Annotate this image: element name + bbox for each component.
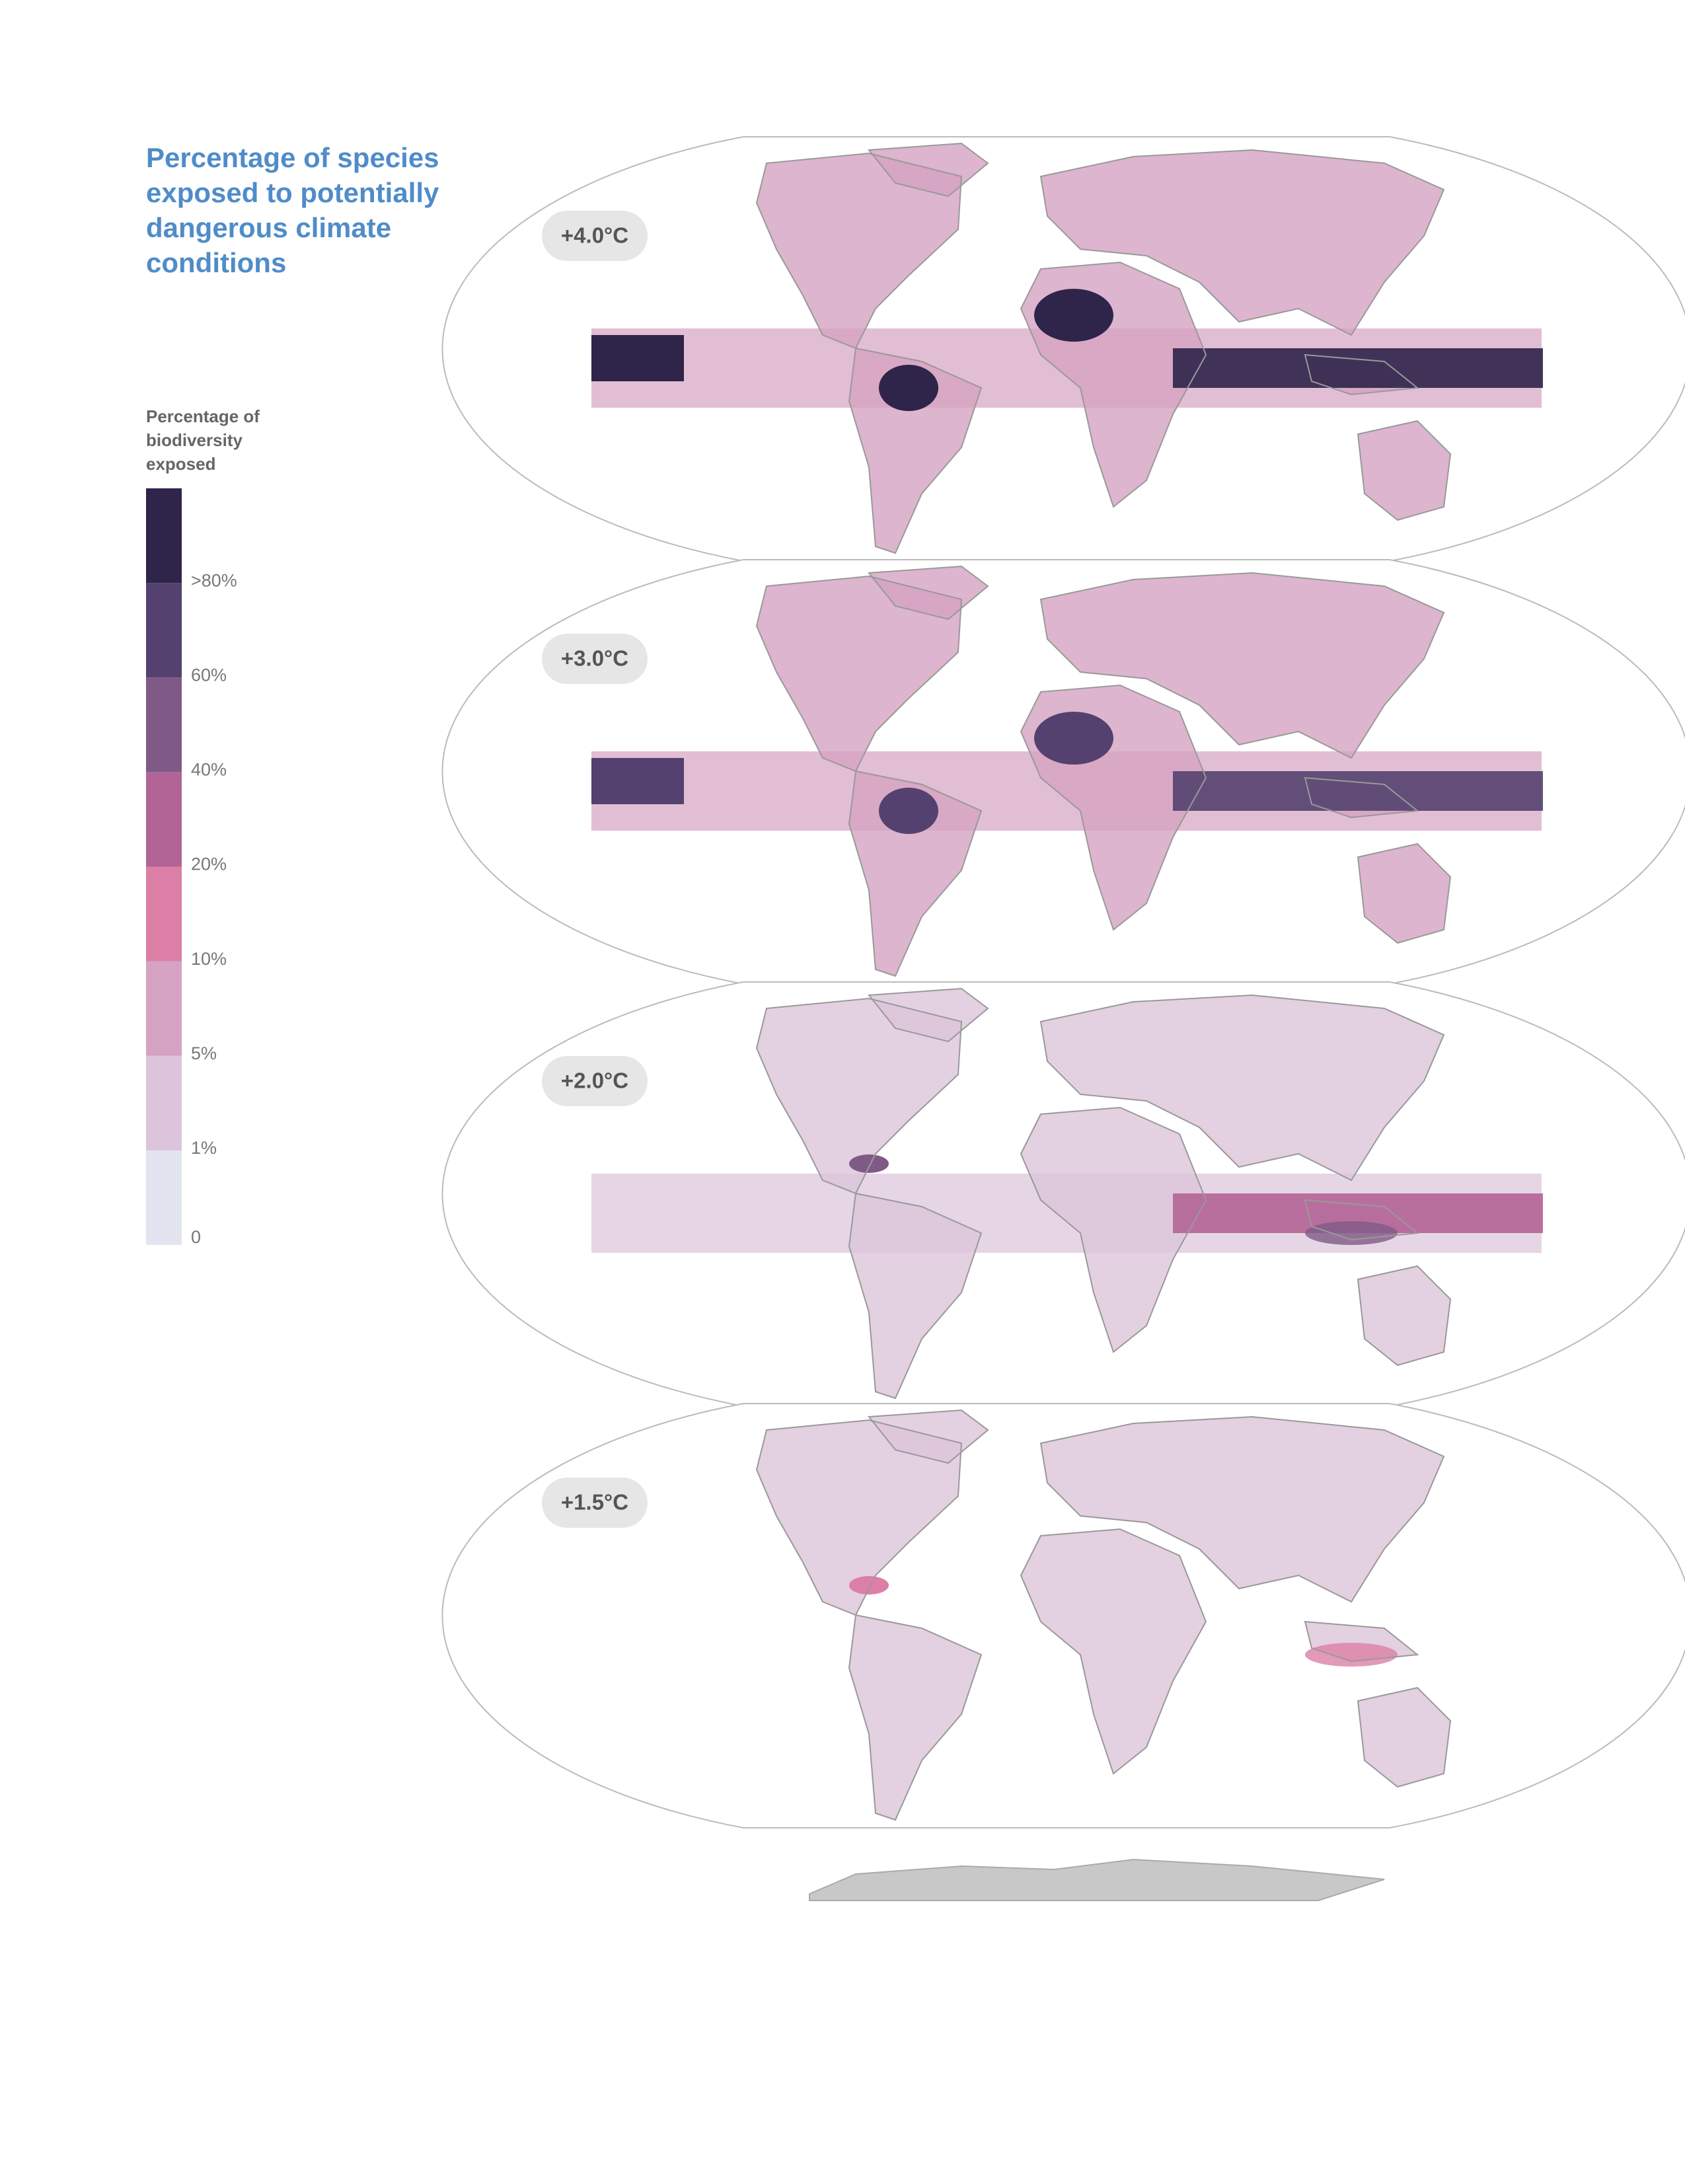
hotspot [849,1576,889,1595]
coastline [1304,1199,1419,1241]
legend-swatch [146,583,182,678]
scenario-pill [542,211,648,261]
land-shading [757,1420,961,1615]
coastline [868,987,989,1043]
scenario-label: +4.0°C [561,223,628,248]
land-shading [869,143,988,196]
legend-swatch [146,772,182,867]
map-panel: +2.0°C [441,981,1685,1407]
coastline [1039,572,1445,759]
coastline [1357,843,1452,944]
scenario-label: +1.5°C [561,1490,628,1515]
map-shading [591,142,1543,554]
coastline [1304,354,1419,396]
hotspot [849,1154,889,1173]
coastline [868,1409,989,1464]
coastline [1039,149,1445,336]
coastline [1357,1686,1452,1788]
land-shading [1041,995,1444,1180]
ocean-band-west [591,758,684,804]
land-shading [757,153,961,348]
legend-label: 60% [191,665,227,685]
map-panel: +1.5°C [441,1403,1685,1901]
coastline [1020,684,1207,931]
maps: +4.0°C +3.0°C +2.0°C +1.5°C [441,136,1685,1901]
hotspot [1034,289,1113,342]
coastline [755,152,963,350]
scenario-pill [542,1056,648,1106]
land-shading [757,998,961,1193]
coastline [848,1614,983,1821]
land-shading [1041,150,1444,335]
land-shading [1358,421,1450,520]
coastline [1039,1415,1445,1603]
legend-title: Percentage of biodiversity exposed [146,406,260,474]
land-shading [869,1410,988,1463]
legend-swatch [146,677,182,772]
legend-label: 40% [191,760,227,780]
coastline [1039,994,1445,1182]
land-shading [1358,1266,1450,1365]
legend-label: 5% [191,1043,217,1063]
land-shading [1358,1688,1450,1787]
coastline [1304,1620,1419,1663]
coastline [1357,1265,1452,1367]
coastline [755,575,963,772]
legend-label: >80% [191,570,237,590]
hotspot [1305,1221,1398,1245]
land-shading [849,1615,981,1820]
map-shading [591,987,1543,1400]
scenario-label: +2.0°C [561,1069,628,1093]
title-box: Percentage of species exposed to potenti… [146,142,439,278]
antarctica [809,1858,1385,1901]
legend-label: 0 [191,1227,201,1247]
coastline [1020,1528,1207,1775]
map-panel: +4.0°C [441,136,1685,562]
land-shading [757,576,961,771]
ocean-band-west [591,335,684,381]
legend-swatch [146,961,182,1056]
coastline [848,1192,983,1400]
coastline [868,142,989,198]
scenario-label: +3.0°C [561,646,628,671]
coastline [848,347,983,554]
legend-title-box: Percentage of biodiversity exposed [146,406,260,474]
legend-label: 10% [191,949,227,969]
land-shading [1358,844,1450,943]
scenario-pill [542,634,648,684]
land-shading [1041,573,1444,758]
legend-swatch [146,1055,182,1150]
map-shading [755,1409,1452,1821]
land-shading [1041,1417,1444,1602]
ocean-band-core [1173,771,1543,811]
hotspot [879,365,938,411]
scenario-pill [542,1478,648,1528]
map-outline [441,1403,1685,1828]
coastline [848,770,983,977]
legend-swatch [146,488,182,584]
map-shading [591,565,1543,977]
map-panel: +3.0°C [441,559,1685,985]
ocean-band-core [1173,348,1543,388]
coastline [1020,1106,1207,1353]
legend-swatch [146,866,182,961]
legend: 0 1% 5% 10% 20% 40% 60% >80% [146,488,237,1247]
land-shading [869,989,988,1041]
coastline [868,565,989,621]
coastline [755,997,963,1195]
legend-swatch [146,1150,182,1245]
legend-label: 20% [191,854,227,874]
hotspot [879,788,938,834]
title: Percentage of species exposed to potenti… [146,142,439,278]
land-shading [869,566,988,619]
coastline [1357,420,1452,521]
legend-label: 1% [191,1138,217,1158]
coastline [755,1419,963,1616]
coastline [1304,776,1419,819]
hotspot [1305,1643,1398,1667]
hotspot [1034,712,1113,765]
coastline [1020,261,1207,508]
